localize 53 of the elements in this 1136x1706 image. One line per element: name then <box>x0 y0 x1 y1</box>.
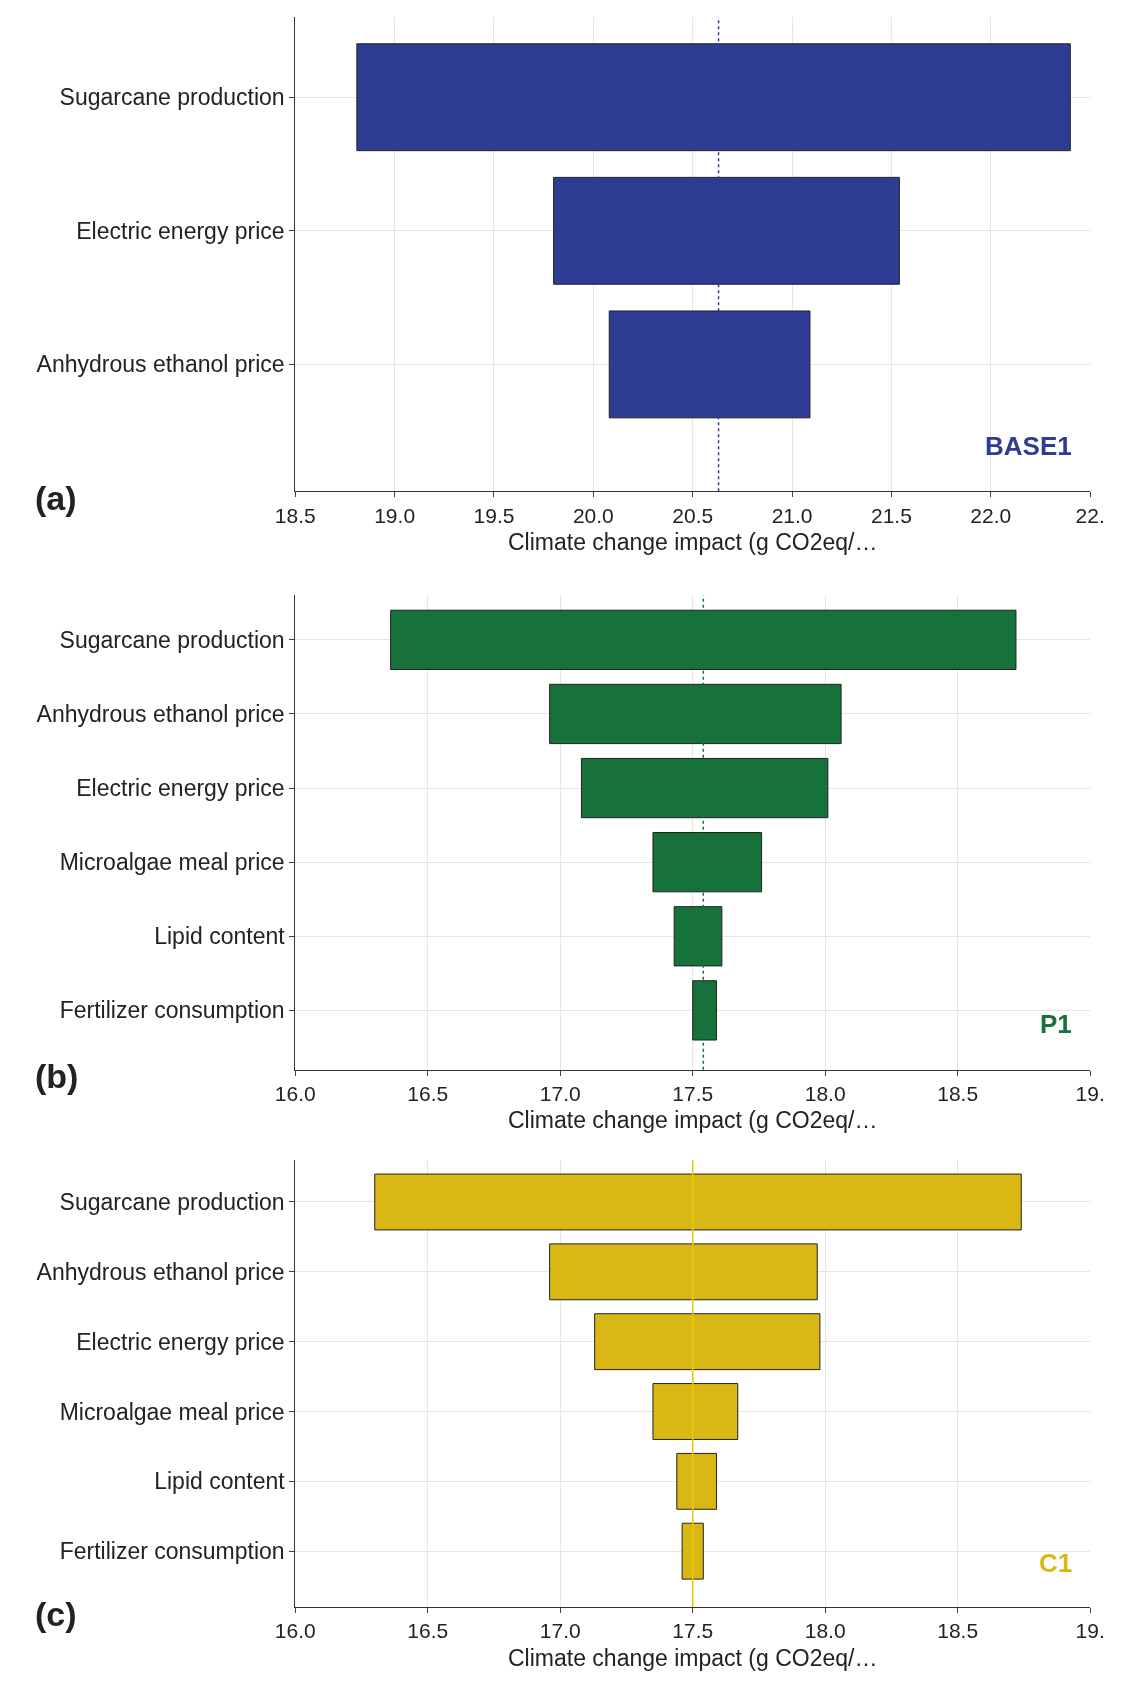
bar <box>549 1243 818 1301</box>
x-tick-label: 17.0 <box>539 1081 581 1105</box>
x-tick-label: 20.5 <box>672 503 714 527</box>
x-tick-label: 19. <box>1075 1619 1105 1643</box>
text: P1 <box>1040 1009 1072 1039</box>
x-axis-title: Climate change impact (g CO2eq/… <box>507 529 878 556</box>
y-tick-label: Sugarcane production <box>59 626 285 653</box>
bar <box>594 1313 821 1371</box>
text: (c) <box>35 1595 77 1633</box>
x-tick-label: 16.5 <box>407 1081 449 1105</box>
y-tick-label: Lipid content <box>154 923 286 950</box>
x-tick-label: 16.5 <box>407 1619 449 1643</box>
y-tick-label: Microalgae meal price <box>59 849 285 876</box>
y-tick-label: Electric energy price <box>76 217 285 244</box>
x-tick-label: 17.5 <box>672 1081 714 1105</box>
y-tick-label: Lipid content <box>154 1468 286 1495</box>
y-tick-label: Anhydrous ethanol price <box>36 1258 285 1285</box>
x-tick-label: 22.0 <box>970 503 1012 527</box>
x-tick-label: 17.0 <box>539 1619 581 1643</box>
x-tick-label: 19. <box>1075 1081 1105 1105</box>
x-tick-label: 22. <box>1075 503 1105 527</box>
x-tick-label: 16.0 <box>274 1619 316 1643</box>
bar <box>652 1383 739 1440</box>
x-tick-label: 21.0 <box>771 503 813 527</box>
x-axis-title: Climate change impact (g CO2eq/… <box>507 1644 878 1671</box>
text: BASE1 <box>985 431 1072 461</box>
y-tick-label: Sugarcane production <box>59 1189 285 1216</box>
text: C1 <box>1039 1548 1073 1578</box>
text: (b) <box>35 1057 79 1095</box>
x-tick-label: 18.0 <box>804 1619 846 1643</box>
x-tick-label: 17.5 <box>672 1619 714 1643</box>
y-tick-label: Electric energy price <box>76 1328 285 1355</box>
x-tick-label: 19.0 <box>374 503 416 527</box>
y-tick-label: Fertilizer consumption <box>59 997 285 1024</box>
x-tick-label: 18.0 <box>804 1081 846 1105</box>
y-tick-label: Anhydrous ethanol price <box>36 351 285 378</box>
x-tick-label: 21.5 <box>871 503 912 527</box>
x-axis-title: Climate change impact (g CO2eq/… <box>507 1107 878 1134</box>
y-tick-label: Anhydrous ethanol price <box>36 701 285 728</box>
x-tick-label: 18.5 <box>274 503 316 527</box>
y-tick-label: Fertilizer consumption <box>59 1538 285 1565</box>
y-tick-label: Electric energy price <box>76 775 285 802</box>
y-tick-label: Sugarcane production <box>59 84 285 111</box>
x-tick-label: 18.5 <box>937 1081 979 1105</box>
bar <box>676 1452 718 1510</box>
x-tick-label: 20.0 <box>572 503 614 527</box>
bar <box>681 1522 704 1580</box>
text: (a) <box>35 479 77 517</box>
x-tick-label: 18.5 <box>937 1619 979 1643</box>
bar <box>374 1173 1022 1231</box>
x-tick-label: 19.5 <box>473 503 515 527</box>
x-tick-label: 16.0 <box>274 1081 316 1105</box>
y-tick-label: Microalgae meal price <box>59 1398 285 1425</box>
